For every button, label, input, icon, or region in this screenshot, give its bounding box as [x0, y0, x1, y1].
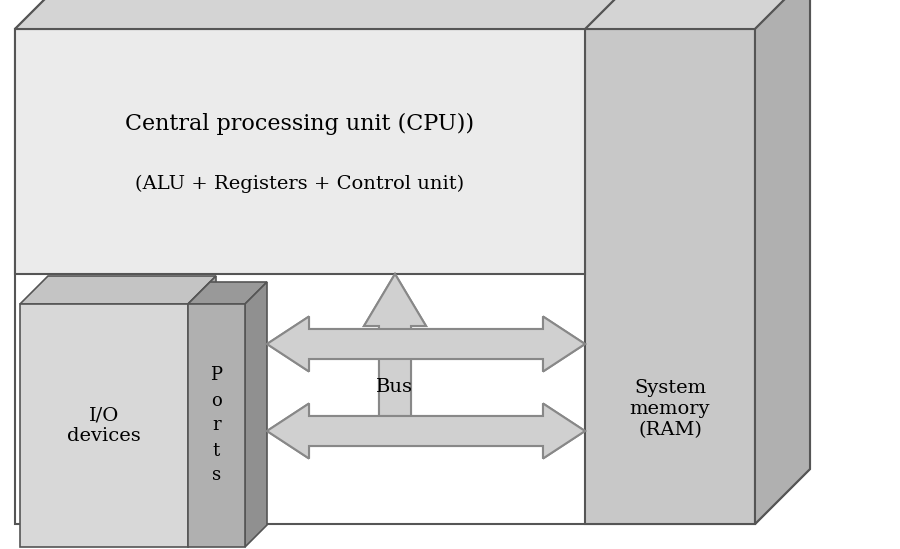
Polygon shape [364, 274, 426, 416]
Polygon shape [755, 0, 810, 524]
Polygon shape [267, 404, 585, 458]
Text: I/O
devices: I/O devices [68, 406, 141, 445]
Polygon shape [267, 404, 585, 458]
Polygon shape [267, 317, 585, 372]
Polygon shape [15, 0, 640, 29]
Polygon shape [188, 282, 267, 304]
Text: Central processing unit (CPU)): Central processing unit (CPU)) [125, 113, 474, 135]
Polygon shape [15, 29, 755, 524]
Text: Bus: Bus [375, 378, 412, 396]
Polygon shape [309, 359, 543, 416]
Polygon shape [364, 274, 426, 416]
Polygon shape [755, 0, 810, 524]
Polygon shape [188, 276, 216, 547]
Text: P
o
r
t
s: P o r t s [211, 367, 222, 485]
Polygon shape [585, 0, 810, 29]
Polygon shape [15, 0, 810, 29]
Polygon shape [267, 317, 585, 372]
Text: (ALU + Registers + Control unit): (ALU + Registers + Control unit) [135, 175, 464, 193]
Polygon shape [20, 276, 216, 304]
Polygon shape [15, 29, 585, 274]
Text: System
memory
(RAM): System memory (RAM) [630, 379, 710, 439]
Polygon shape [585, 29, 755, 524]
Polygon shape [245, 282, 267, 547]
Polygon shape [188, 304, 245, 547]
Polygon shape [20, 304, 188, 547]
